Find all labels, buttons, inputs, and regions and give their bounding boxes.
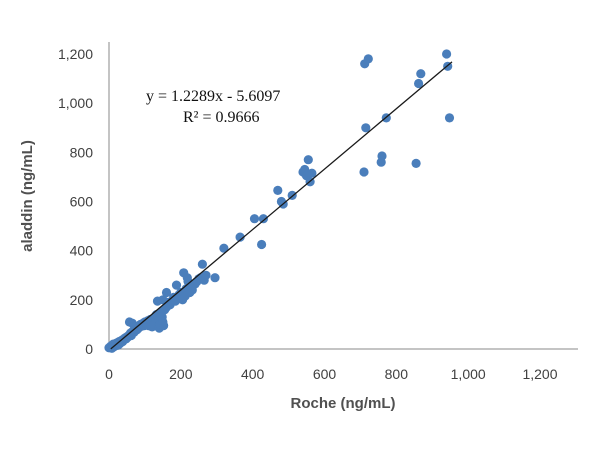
data-point: [171, 280, 182, 290]
regression-equation: y = 1.2289x - 5.6097: [146, 88, 280, 105]
y-tick-label: 1,200: [58, 46, 93, 62]
x-axis-title: Roche (ng/mL): [291, 395, 396, 412]
y-tick-label: 600: [70, 194, 94, 210]
data-point: [210, 273, 220, 283]
data-point: [414, 78, 424, 89]
data-point: [361, 123, 371, 133]
r-squared-label: R² = 0.9666: [183, 109, 260, 126]
y-tick-label: 400: [70, 243, 94, 259]
data-point: [258, 214, 268, 224]
data-point: [444, 113, 455, 123]
trendline: [110, 61, 453, 350]
data-point: [442, 49, 452, 59]
y-tick-label: 1,000: [58, 95, 93, 111]
data-point: [411, 158, 421, 168]
x-tick-label: 0: [105, 366, 113, 382]
data-point: [127, 318, 137, 328]
data-point: [159, 321, 169, 331]
x-tick-label: 600: [313, 366, 337, 382]
data-point: [359, 167, 369, 177]
x-tick-labels: 0 200 400 600 800 1,000 1,200: [105, 366, 558, 382]
data-point: [377, 151, 387, 161]
y-axis-title: aladdin (ng/mL): [19, 140, 36, 252]
data-point: [416, 69, 426, 79]
y-tick-label: 800: [70, 144, 94, 160]
data-point: [249, 214, 260, 224]
x-tick-label: 200: [169, 366, 193, 382]
x-tick-label: 1,000: [451, 366, 486, 382]
x-tick-label: 1,200: [522, 366, 557, 382]
data-point: [161, 287, 172, 298]
data-point: [307, 168, 317, 178]
y-tick-label: 0: [85, 341, 93, 357]
data-point: [235, 232, 245, 242]
data-point: [363, 54, 373, 64]
data-point: [273, 185, 283, 195]
data-point: [219, 243, 229, 253]
y-tick-labels: 0 200 400 600 800 1,000 1,200: [58, 46, 93, 357]
x-tick-label: 400: [241, 366, 265, 382]
y-tick-label: 200: [70, 292, 94, 308]
data-point: [201, 270, 211, 280]
data-point: [197, 259, 207, 269]
data-point: [303, 155, 313, 165]
data-point: [257, 239, 267, 250]
x-tick-label: 800: [385, 366, 409, 382]
